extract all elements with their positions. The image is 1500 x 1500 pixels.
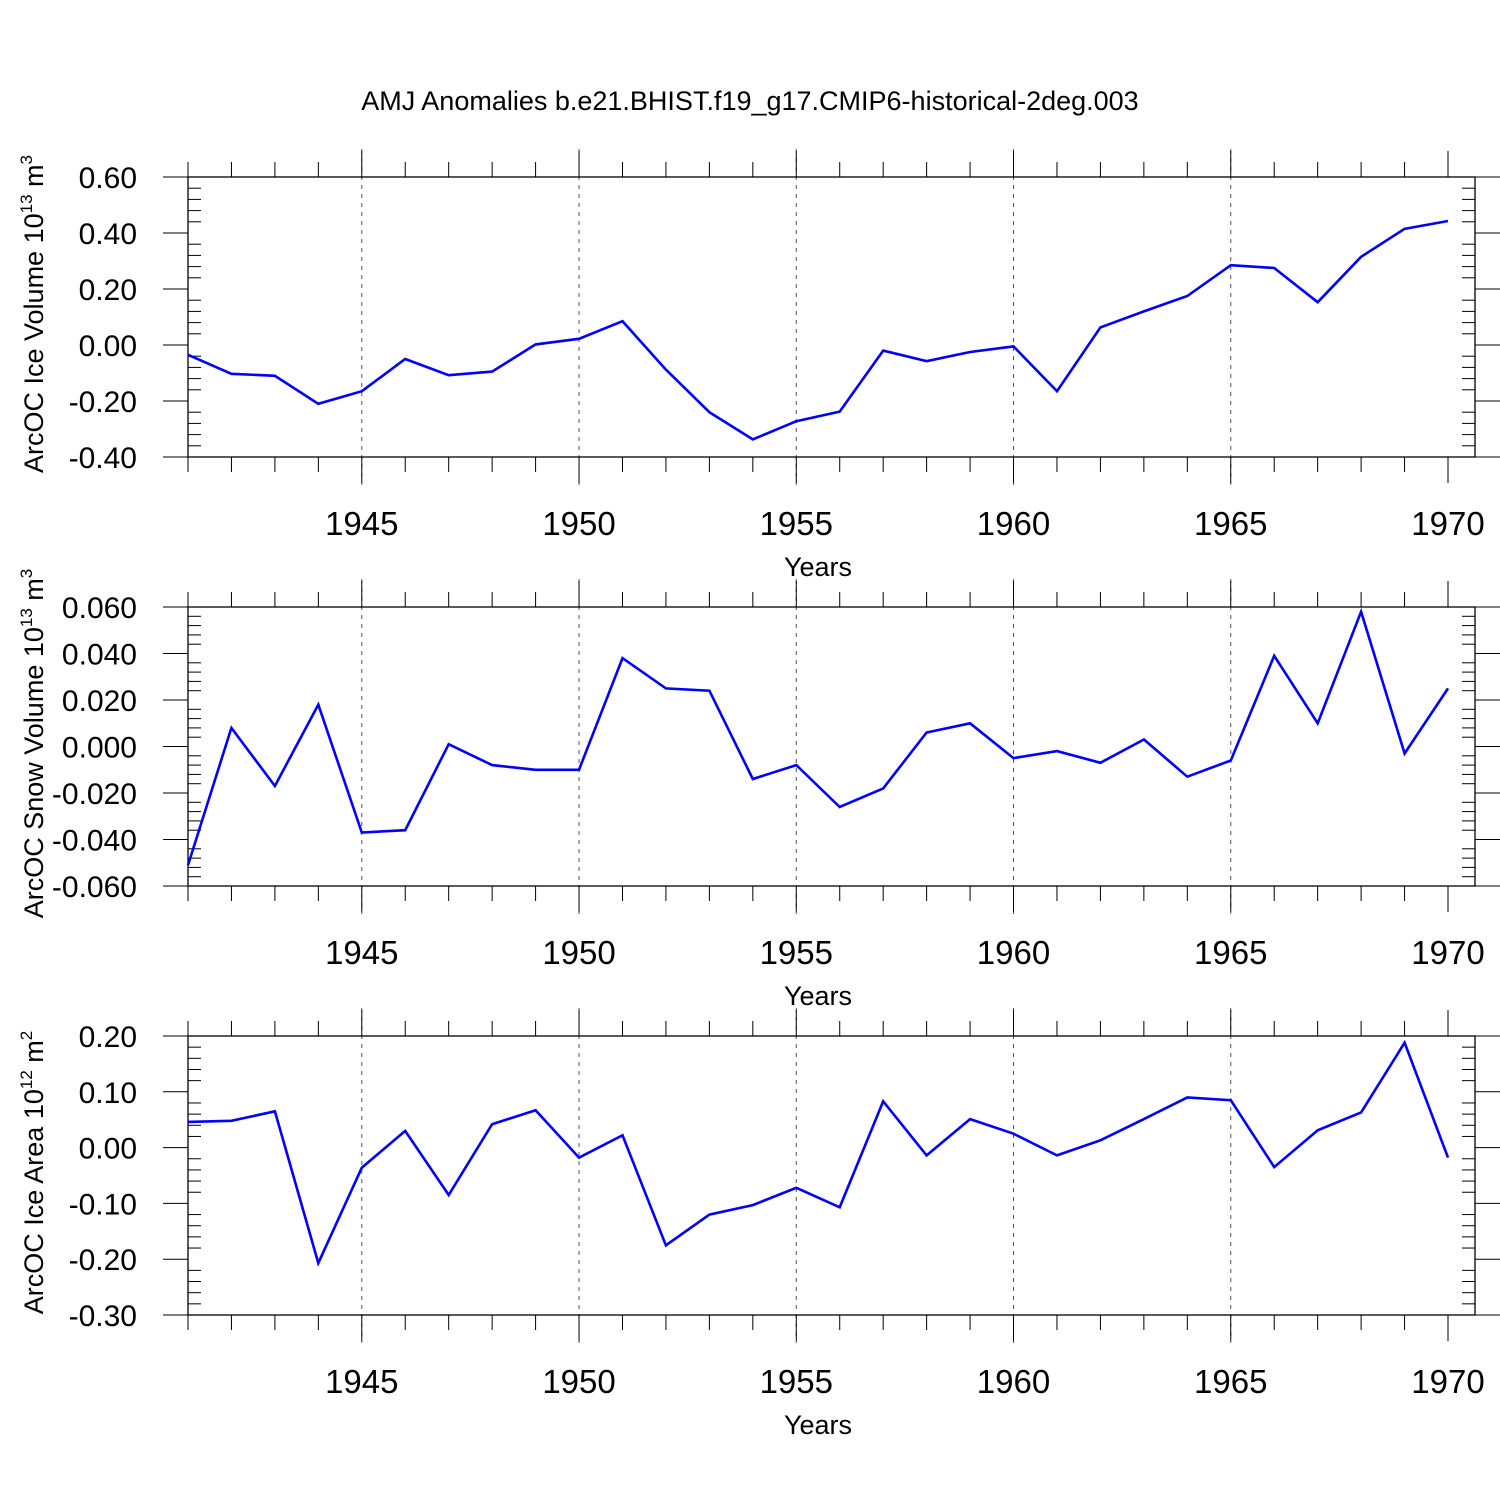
y-axis-label: ArcOC Ice Area 1012 m2 — [17, 1031, 49, 1315]
y-tick-label: -0.020 — [52, 778, 137, 811]
y-axis-label-exp: 13 — [17, 608, 36, 627]
x-tick-label: 1955 — [760, 1363, 833, 1400]
x-tick-label: 1950 — [542, 934, 615, 971]
y-tick-label: 0.10 — [79, 1077, 137, 1110]
x-axis-label: Years — [784, 981, 852, 1011]
plot-frame — [187, 1035, 1476, 1316]
x-tick-label: 1960 — [977, 505, 1050, 542]
series-line — [186, 607, 1450, 866]
chart-panel-2: -0.060 -0.040 -0.020 0.000 0.020 0.040 0.060 19… — [17, 569, 1500, 1011]
y-axis-label-unit-exp: 3 — [17, 155, 36, 164]
x-tick-label: 1955 — [760, 505, 833, 542]
series-line — [187, 219, 1449, 441]
y-tick-label: -0.10 — [69, 1188, 137, 1221]
plot-frame — [187, 606, 1476, 887]
x-axis-label: Years — [784, 1410, 852, 1440]
y-tick-label: 0.20 — [79, 1021, 137, 1054]
y-tick-label: -0.20 — [69, 1244, 137, 1277]
y-tick-label: 0.020 — [62, 685, 137, 718]
plot-frame — [187, 176, 1476, 458]
y-axis-label-exp: 12 — [17, 1070, 36, 1089]
x-tick-label: 1945 — [325, 505, 398, 542]
x-tick-label: 1965 — [1194, 505, 1267, 542]
x-tick-label: 1955 — [760, 934, 833, 971]
x-tick-label: 1960 — [977, 934, 1050, 971]
series-line — [187, 1039, 1450, 1267]
x-tick-label: 1970 — [1411, 505, 1484, 542]
y-tick-label: 0.00 — [79, 1133, 137, 1166]
y-axis-label-text: ArcOC Snow Volume 10 — [19, 627, 49, 918]
x-tick-label: 1945 — [325, 934, 398, 971]
y-axis-label-unit-exp: 2 — [17, 1031, 36, 1040]
x-tick-label: 1950 — [542, 505, 615, 542]
x-tick-label: 1965 — [1194, 1363, 1267, 1400]
y-axis-label: ArcOC Ice Volume 1013 m3 — [17, 155, 49, 473]
y-tick-label: 0.40 — [79, 218, 137, 251]
x-tick-label: 1950 — [542, 1363, 615, 1400]
y-tick-label: -0.40 — [69, 442, 137, 475]
y-tick-label: -0.040 — [52, 825, 137, 858]
panels: -0.40 -0.20 0.00 0.20 0.40 0.60 1945 1950 1955 19… — [17, 149, 1500, 1440]
chart-panel-3: -0.30 -0.20 -0.10 0.00 0.10 0.20 1945 1950 1955 1… — [17, 1008, 1500, 1440]
y-axis-label-text: ArcOC Ice Volume 10 — [19, 213, 49, 473]
y-tick-label: -0.060 — [52, 871, 137, 904]
y-axis-label-unit-exp: 3 — [17, 569, 36, 578]
y-axis-label-unit: m — [19, 164, 49, 194]
x-tick-label: 1965 — [1194, 934, 1267, 971]
chart-title: AMJ Anomalies b.e21.BHIST.f19_g17.CMIP6-… — [361, 86, 1138, 116]
y-axis-label-exp: 13 — [17, 194, 36, 213]
y-tick-label: 0.20 — [79, 274, 137, 307]
y-tick-label: 0.060 — [62, 592, 137, 625]
y-axis-label-unit: m — [19, 578, 49, 608]
y-tick-label: 0.040 — [62, 639, 137, 672]
y-tick-label: 0.00 — [79, 330, 137, 363]
x-axis-label: Years — [784, 552, 852, 582]
y-tick-label: 0.000 — [62, 732, 137, 765]
y-axis-label-text: ArcOC Ice Area 10 — [19, 1089, 49, 1314]
y-tick-label: 0.60 — [79, 162, 137, 195]
x-tick-label: 1970 — [1411, 934, 1484, 971]
x-tick-label: 1945 — [325, 1363, 398, 1400]
y-axis-label: ArcOC Snow Volume 1013 m3 — [17, 569, 49, 919]
x-tick-label: 1960 — [977, 1363, 1050, 1400]
y-tick-label: -0.30 — [69, 1300, 137, 1333]
y-axis-label-unit: m — [19, 1040, 49, 1070]
y-tick-label: -0.20 — [69, 386, 137, 419]
x-tick-label: 1970 — [1411, 1363, 1484, 1400]
chart-panel-1: -0.40 -0.20 0.00 0.20 0.40 0.60 1945 1950 1955 19… — [17, 149, 1500, 582]
